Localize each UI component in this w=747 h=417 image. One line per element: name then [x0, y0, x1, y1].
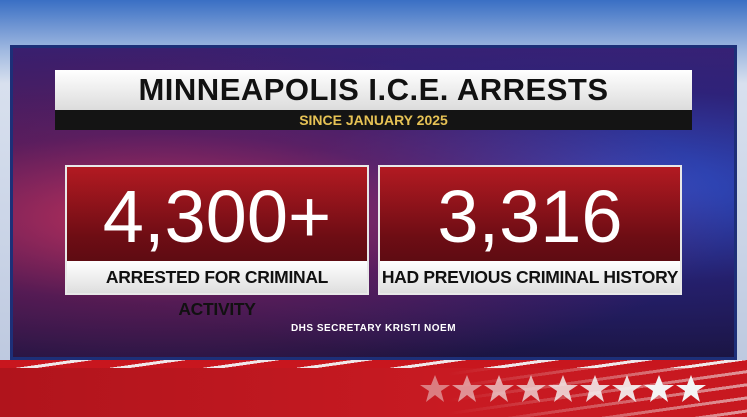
subtitle: SINCE JANUARY 2025 [55, 110, 692, 130]
source: DHS SECRETARY KRISTI NOEM [290, 323, 457, 334]
stat-value: 4,300+ [102, 175, 332, 258]
stat-box: 3,316 HAD PREVIOUS CRIMINAL HISTORY [378, 165, 682, 295]
stat-label: HAD PREVIOUS CRIMINAL HISTORY [380, 261, 680, 293]
stat-box: 4,300+ ARRESTED FOR CRIMINAL ACTIVITY [65, 165, 369, 319]
stars [420, 375, 706, 402]
stat-value: 3,316 [437, 175, 623, 258]
title: MINNEAPOLIS I.C.E. ARRESTS [55, 70, 692, 110]
stat-label: ARRESTED FOR CRIMINAL ACTIVITY [67, 261, 367, 319]
